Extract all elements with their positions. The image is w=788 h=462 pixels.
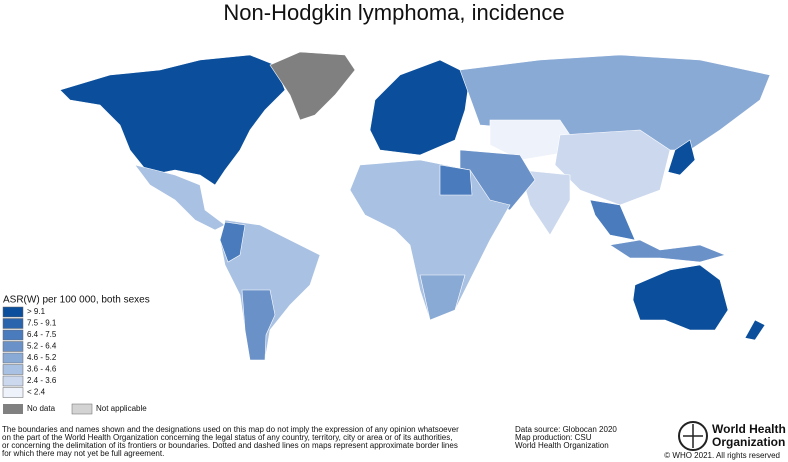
north-america — [59, 54, 286, 186]
legend-title: ASR(W) per 100 000, both sexes — [3, 295, 150, 306]
legend: > 9.1 7.5 - 9.1 6.4 - 7.5 5.2 - 6.4 4.6 - 5.… — [2, 306, 147, 415]
legend-label: No data — [27, 404, 56, 413]
europe — [369, 59, 471, 156]
map-title: Non-Hodgkin lymphoma, incidence — [223, 0, 564, 25]
logo-emblem-detail — [683, 424, 703, 448]
legend-swatch — [2, 387, 24, 398]
central-america — [134, 164, 226, 231]
disclaimer-line: for which there may not yet be full agre… — [2, 449, 164, 458]
andes — [219, 221, 246, 263]
india — [519, 169, 571, 236]
credit: Data source: Globocan 2020 — [515, 425, 617, 434]
credit: World Health Organization — [515, 441, 609, 450]
legend-swatch — [2, 329, 24, 341]
china — [554, 129, 671, 206]
disclaimer-line: The boundaries and names shown and the d… — [2, 425, 459, 434]
japan — [667, 139, 696, 176]
who-logo: World Health Organization — [678, 421, 786, 451]
legend-label: 2.4 - 3.6 — [27, 376, 57, 385]
legend-swatch — [2, 318, 24, 329]
legend-swatch — [2, 352, 24, 364]
australia — [632, 264, 729, 331]
legend-label: 7.5 - 9.1 — [27, 319, 57, 328]
legend-swatch — [3, 404, 23, 414]
legend-swatch — [2, 306, 24, 318]
credit: Map production: CSU — [515, 433, 592, 442]
greenland — [269, 51, 356, 121]
legend-swatch — [2, 375, 24, 387]
legend-label: < 2.4 — [27, 388, 46, 397]
legend-label: 6.4 - 7.5 — [27, 330, 57, 339]
southern-africa — [419, 274, 466, 321]
legend-label: 4.6 - 5.2 — [27, 353, 57, 362]
disclaimer-line: or concerning the delimitation of its fr… — [2, 441, 458, 450]
disclaimer: The boundaries and names shown and the d… — [2, 425, 459, 458]
copyright: © WHO 2021. All rights reserved — [664, 451, 780, 460]
southeast-asia — [589, 199, 636, 241]
legend-label: Not applicable — [96, 404, 147, 413]
logo-emblem — [678, 421, 708, 451]
egypt — [439, 164, 473, 196]
legend-swatch — [2, 341, 24, 352]
legend-label: 3.6 - 4.6 — [27, 365, 57, 374]
legend-label: > 9.1 — [27, 307, 46, 316]
world-map — [59, 51, 771, 361]
new-zealand — [744, 319, 766, 341]
indonesia — [609, 239, 726, 263]
legend-label: 5.2 - 6.4 — [27, 342, 57, 351]
legend-swatch — [71, 403, 93, 415]
logo-text: Organization — [712, 435, 785, 449]
disclaimer-line: on the part of the World Health Organiza… — [2, 433, 452, 442]
legend-swatch — [2, 364, 24, 375]
argentina — [241, 289, 276, 361]
logo-text: World Health — [712, 422, 786, 436]
